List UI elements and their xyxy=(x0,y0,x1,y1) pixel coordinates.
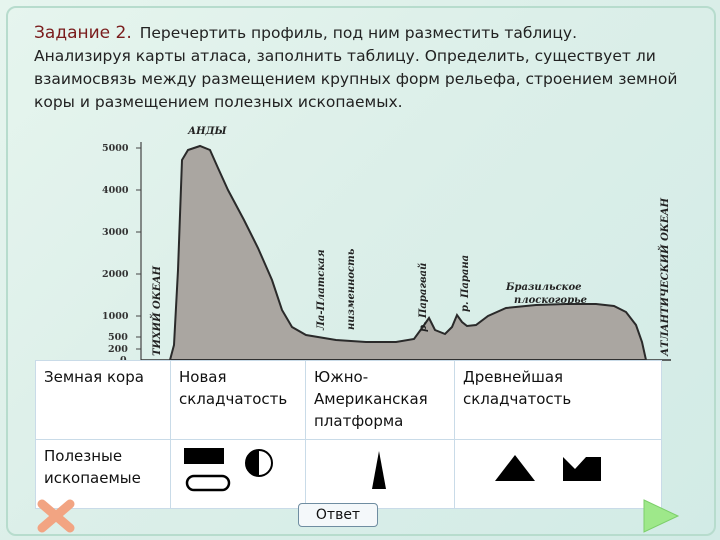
half-fill xyxy=(246,450,259,476)
y-tick-label: 2000 xyxy=(102,269,129,280)
triangle-icon xyxy=(495,455,535,481)
label-atlantic: АТЛАНТИЧЕСКИЙ ОКЕАН xyxy=(658,197,671,357)
y-tick-label: 500 xyxy=(108,332,128,343)
oval-icon xyxy=(185,474,231,492)
y-tick-label: 1000 xyxy=(102,311,129,322)
next-button[interactable] xyxy=(640,498,682,534)
cell-minerals-platform xyxy=(305,439,455,509)
label-parana: р. Парана xyxy=(460,255,471,312)
y-tick-label: 200 xyxy=(108,344,128,355)
task-line1: Перечертить профиль, под ним разместить … xyxy=(139,24,578,42)
y-tick-label: 5000 xyxy=(102,143,129,154)
y-tick-label: 3000 xyxy=(102,227,129,238)
label-la-plata: Ла-Платская xyxy=(316,249,327,331)
row-header-crust: Земная кора xyxy=(35,360,171,440)
task-text: Задание 2. Перечертить профиль, под ним р… xyxy=(34,22,710,114)
table-row: Полезные ископаемые xyxy=(35,439,662,509)
geology-table: Земная кора Новая складчатость Южно-Амер… xyxy=(35,360,662,509)
close-icon xyxy=(37,499,75,533)
label-paraguay: р. Парагвай xyxy=(418,263,429,332)
label-andes: АНДЫ xyxy=(187,126,227,137)
label-lowland: низменность xyxy=(346,248,357,330)
label-pacific: ТИХИЙ ОКЕАН xyxy=(150,265,163,356)
relief-shape xyxy=(168,144,648,361)
play-arrow-icon xyxy=(643,499,680,533)
crown-icon xyxy=(563,457,601,481)
minerals-ancient-icons xyxy=(495,455,601,481)
cell-platform: Южно-Американская платформа xyxy=(305,360,455,440)
label-brazil-1: Бразильское xyxy=(505,282,581,293)
task-header: Задание 2. Перечертить профиль, под ним р… xyxy=(34,22,710,45)
cell-new-folding: Новая складчатость xyxy=(170,360,306,440)
label-brazil-2: плоскогорье xyxy=(514,295,587,306)
black-rectangle-icon xyxy=(184,448,224,464)
cell-ancient-folding: Древнейшая складчатость xyxy=(454,360,662,440)
close-button[interactable] xyxy=(34,496,78,536)
task-title: Задание 2. xyxy=(34,23,132,43)
table-row: Земная кора Новая складчатость Южно-Амер… xyxy=(35,360,662,440)
relief-profile: 5000 4000 3000 2000 1000 500 200 0 АНДЫ … xyxy=(102,126,671,365)
answer-button[interactable]: Ответ xyxy=(298,503,378,527)
cell-minerals-ancient xyxy=(454,439,662,509)
y-tick-label: 4000 xyxy=(102,185,129,196)
tall-triangle-icon xyxy=(372,451,386,489)
minerals-platform-icons xyxy=(372,451,386,489)
cell-minerals-new xyxy=(170,439,306,509)
slide-frame xyxy=(6,6,716,536)
task-line2: Анализируя карты атласа, заполнить табли… xyxy=(34,47,678,111)
minerals-new-icons xyxy=(184,448,273,492)
